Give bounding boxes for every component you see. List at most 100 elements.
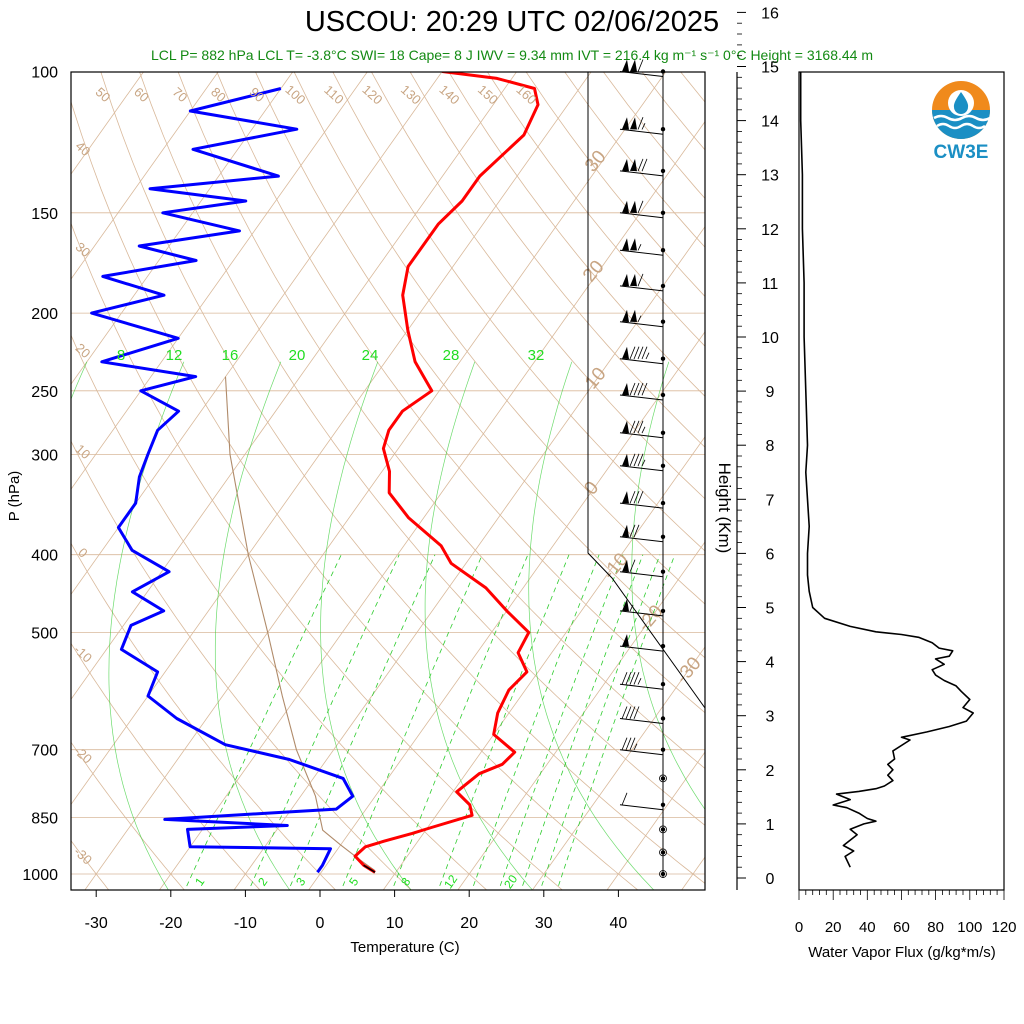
mixing-ratio-label: 8 [398,875,413,889]
height-tick-label: 13 [761,168,779,185]
dry-adiabat-label: 110 [321,82,346,107]
flux-tick-label: 60 [893,919,910,936]
height-tick-label: 10 [761,330,779,347]
wind-barb [619,598,664,617]
moist-adiabat-label: 12 [166,347,183,364]
height-tick-label: 7 [766,492,775,509]
wind-barb [619,524,664,543]
left-temp-label: 10 [73,441,94,462]
height-tick-label: 3 [766,709,775,726]
mixing-ratio-line [391,554,529,890]
temperature-tick-label: 40 [610,915,628,932]
temperature-tick-label: 10 [386,915,404,932]
left-temp-label: 20 [73,340,94,361]
mixing-ratio-line [539,554,661,890]
barb-base-dot [660,168,666,174]
moist-adiabat-line [320,361,412,890]
barb-base-dot [660,776,666,781]
flux-axes: 0 20 40 60 80 100 120 [795,890,1017,936]
height-tick-label: 1 [766,817,775,834]
barb-base-dot [660,569,666,574]
barb-base-dot [660,827,666,832]
pressure-tick-label: 200 [31,306,58,323]
barb-base-dot [660,463,666,468]
wind-barb [619,737,664,756]
height-axis-title: Height (Km) [715,463,734,554]
isotherm-line [71,72,443,595]
y-axis-title: P (hPa) [6,471,23,522]
moist-adiabat-line [631,361,705,810]
right-temp-label: 0 [580,478,603,500]
wind-barb [619,634,664,652]
barb-base-dot [660,802,666,807]
barb-base-dot [660,534,666,539]
flux-tick-label: 120 [991,919,1016,936]
barb-base-dot [660,430,666,435]
dry-adiabat-line [71,222,563,890]
pressure-tick-label: 400 [31,548,58,565]
dry-adiabat-line [255,72,705,659]
dry-adiabat-line [448,72,705,397]
height-tick-label: 0 [766,871,775,888]
mixing-ratio-label: 2 [255,875,270,889]
height-tick-label: 12 [761,222,779,239]
flux-tick-label: 100 [957,919,982,936]
dry-adiabat-label: 100 [282,82,308,108]
isotherm-line [71,72,144,175]
isotherm-line [308,331,705,890]
dry-adiabat-label: 140 [436,82,462,108]
right-temp-label: 10 [581,364,611,394]
wind-barb [619,117,664,135]
moist-adiabat-line [424,361,533,890]
dry-adiabat-line [409,72,705,448]
mixing-ratio-line [437,554,570,890]
barb-base-dot [660,500,666,506]
dry-adiabat-line [371,72,705,500]
isotherm-line [233,226,705,890]
wind-barb [619,706,664,724]
barb-base-dot [660,319,666,324]
dry-adiabat-line [71,642,261,890]
barb-base-dot [660,747,666,752]
dry-adiabat-label: 130 [398,82,424,108]
isotherm-line [71,72,368,490]
wind-barb [619,273,664,292]
dry-adiabat-line [71,440,412,890]
dry-adiabat-line [71,542,337,890]
height-tick-label: 9 [766,384,775,401]
barb-base-dot [660,356,666,361]
wind-barbs [587,59,706,878]
barb-base-dot [660,608,666,614]
temperature-tick-label: 0 [316,915,325,932]
left-temp-label: -30 [71,844,95,868]
flux-tick-label: 40 [859,919,876,936]
mixing-ratio-line [471,554,600,890]
left-temp-label: 30 [73,239,94,260]
temperature-profile [353,72,540,874]
chart-title: USCOU: 20:29 UTC 02/06/2025 [304,6,720,38]
mixing-ratio-line [556,554,676,890]
wind-barb [619,346,664,365]
height-tick-label: 4 [766,655,775,672]
surface-parcel-segment [363,864,376,873]
dry-adiabat-label: 150 [475,82,501,108]
right-temp-label: 30 [581,147,611,177]
wind-barb [619,200,664,219]
height-tick-label: 6 [766,546,775,563]
wind-barb [619,309,664,328]
wind-barb [619,59,664,77]
temperature-tick-label: -20 [159,915,182,932]
wind-barb [619,490,664,509]
calm-wind-icon [659,825,667,834]
barb-base-dot [660,643,666,649]
dry-adiabat-label: 90 [247,84,268,105]
temperature-tick-label: -10 [234,915,257,932]
moist-adiabat-label: 16 [222,347,239,364]
moist-adiabat-label: 8 [117,347,125,364]
mixing-ratio-label: 3 [293,875,308,889]
moist-adiabat-line [214,361,291,890]
isotherm-line [457,541,705,890]
pressure-tick-label: 500 [31,625,58,642]
flux-frame [798,71,1005,891]
